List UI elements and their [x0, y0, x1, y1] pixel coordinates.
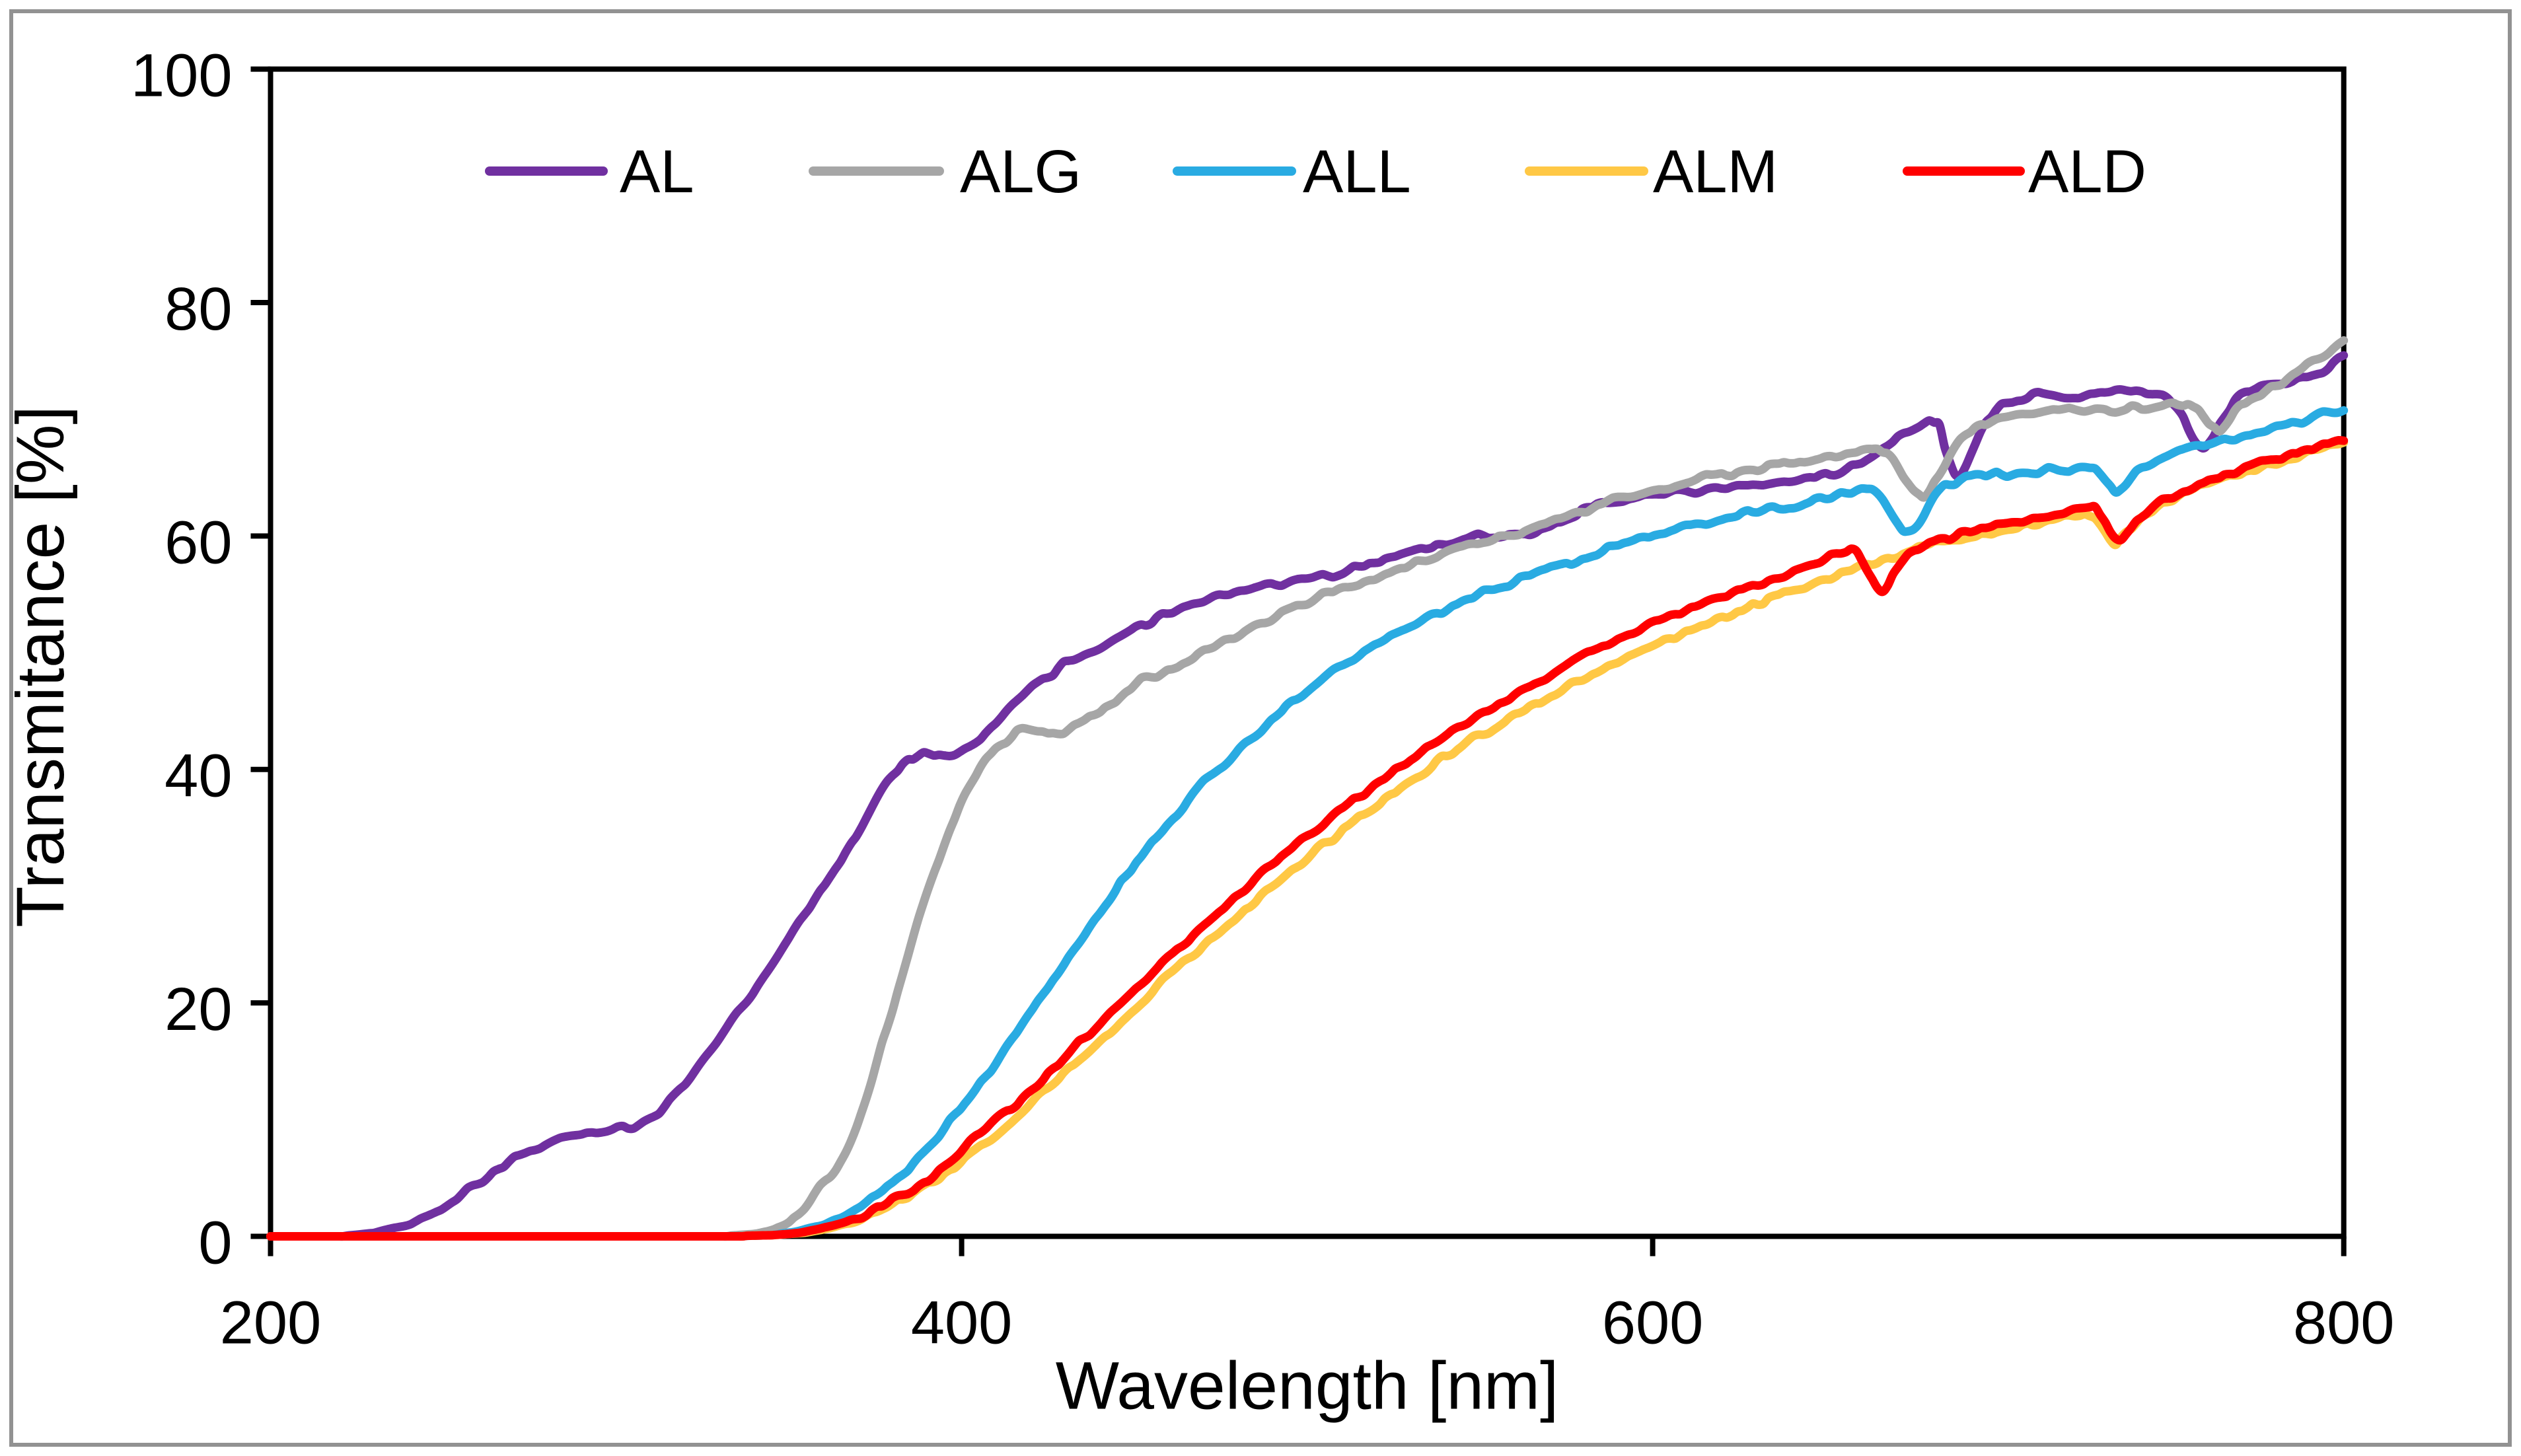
svg-text:ALL: ALL: [1303, 138, 1411, 205]
svg-text:ALM: ALM: [1653, 138, 1778, 205]
svg-text:600: 600: [1602, 1290, 1704, 1357]
svg-text:800: 800: [2293, 1290, 2395, 1357]
svg-text:Transmitance [%]: Transmitance [%]: [3, 406, 78, 928]
svg-text:Wavelength [nm]: Wavelength [nm]: [1056, 1348, 1559, 1424]
svg-text:100: 100: [131, 42, 233, 110]
svg-text:ALG: ALG: [960, 138, 1081, 205]
svg-text:60: 60: [164, 509, 232, 576]
svg-text:ALD: ALD: [2028, 138, 2146, 205]
svg-text:200: 200: [220, 1290, 322, 1357]
svg-text:0: 0: [198, 1210, 232, 1277]
svg-text:80: 80: [164, 275, 232, 343]
svg-text:AL: AL: [620, 138, 694, 205]
svg-text:400: 400: [911, 1290, 1013, 1357]
svg-text:20: 20: [164, 976, 232, 1043]
svg-text:40: 40: [164, 743, 232, 810]
